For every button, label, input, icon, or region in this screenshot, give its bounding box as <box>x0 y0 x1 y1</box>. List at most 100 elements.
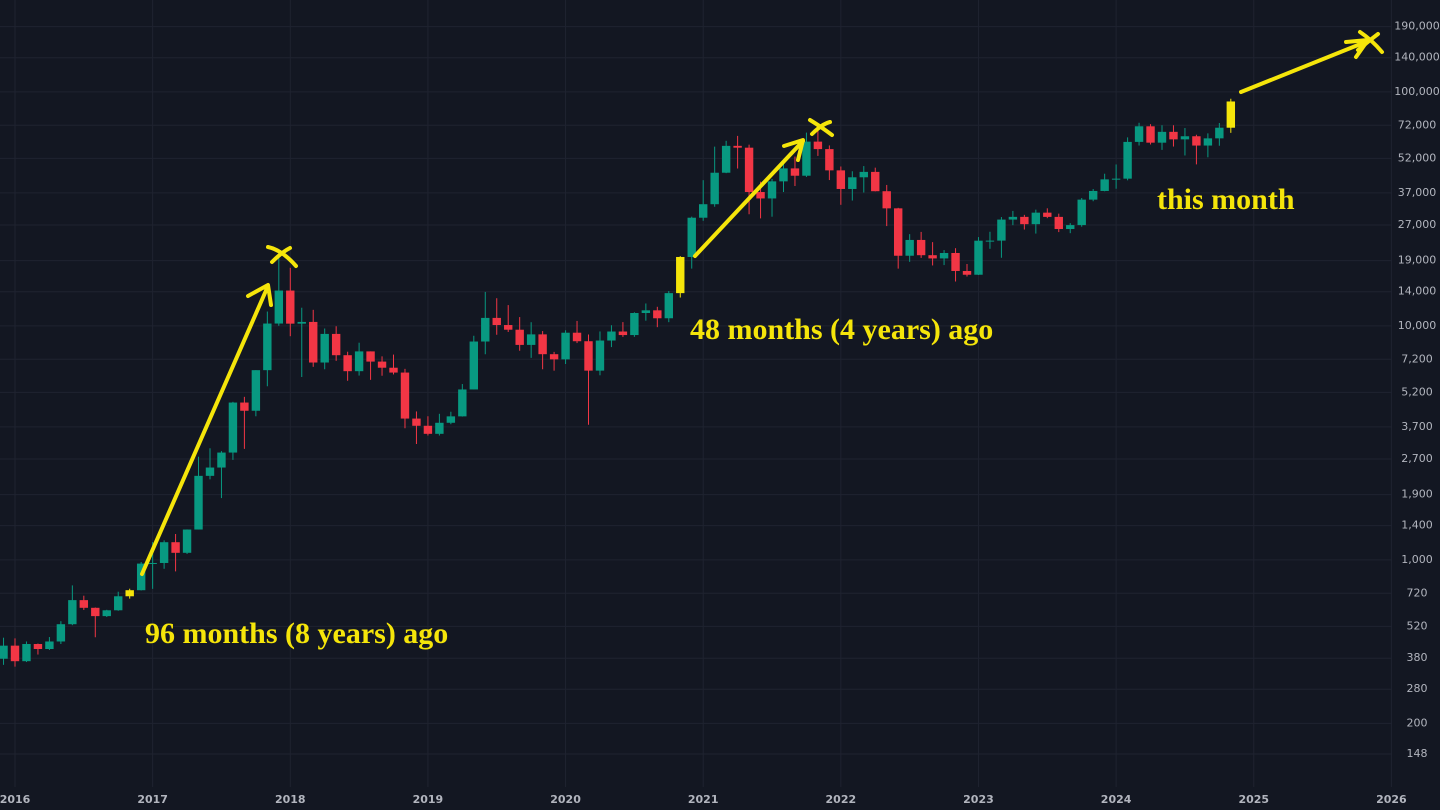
x-tick-label: 2019 <box>413 793 444 806</box>
candle-body <box>366 351 375 362</box>
candle-body <box>710 172 719 205</box>
candle-body <box>733 145 742 148</box>
candle-body <box>309 321 318 363</box>
candle-body <box>962 270 972 275</box>
candle-body <box>412 418 421 426</box>
candle-body <box>584 341 593 371</box>
candle-body <box>45 641 54 650</box>
x-tick-label: 2020 <box>550 793 581 806</box>
candle-body <box>997 219 1006 241</box>
cross-mark <box>266 245 298 268</box>
candle-body <box>274 290 284 324</box>
candle-body <box>469 341 478 390</box>
candle-body <box>148 562 157 564</box>
y-tick-label: 200 <box>1407 716 1428 729</box>
candle-body <box>1077 199 1086 226</box>
candle-body <box>802 141 811 176</box>
y-tick-label: 720 <box>1407 586 1428 599</box>
x-tick-label: 2024 <box>1101 793 1132 806</box>
x-tick-label: 2016 <box>0 793 31 806</box>
candle-body <box>515 329 524 345</box>
candle-body <box>813 141 823 150</box>
y-tick-label: 148 <box>1407 747 1428 760</box>
arrow <box>140 283 273 576</box>
candle-body <box>882 191 891 209</box>
candle-body <box>331 333 341 356</box>
y-tick-label: 140,000 <box>1394 51 1440 64</box>
candle-body <box>630 313 639 336</box>
candle-body <box>825 149 834 171</box>
y-tick-label: 7,200 <box>1401 352 1433 365</box>
candle-body <box>756 192 765 199</box>
y-tick-label: 1,400 <box>1401 519 1433 532</box>
candle-body <box>836 170 846 189</box>
annotation: this month <box>1157 183 1295 216</box>
candle-body <box>767 181 777 199</box>
candle-body <box>653 310 662 319</box>
candle-body <box>446 416 456 423</box>
y-tick-label: 1,000 <box>1401 553 1433 566</box>
candle-body <box>939 252 949 259</box>
y-tick-label: 3,700 <box>1401 420 1433 433</box>
cross-mark <box>808 118 834 137</box>
candle-body <box>1020 216 1029 225</box>
candle-body <box>0 645 8 659</box>
y-tick-label: 27,000 <box>1398 218 1437 231</box>
candle-body <box>114 596 123 611</box>
candle-body <box>561 332 570 360</box>
candle-body <box>251 370 261 411</box>
candle-body <box>1169 131 1178 140</box>
candle-body <box>893 208 903 256</box>
cross-mark <box>1356 30 1384 54</box>
candle-body <box>549 354 559 360</box>
candle-body <box>664 293 673 319</box>
y-tick-label: 14,000 <box>1398 285 1437 298</box>
candle-body <box>1100 179 1109 191</box>
candle-body <box>240 402 249 411</box>
candle-body <box>400 372 410 419</box>
candle-body <box>572 332 582 342</box>
candles <box>0 98 1236 667</box>
candle-body <box>595 340 605 371</box>
y-tick-label: 19,000 <box>1398 254 1437 267</box>
candle-body <box>102 610 111 617</box>
y-tick-label: 280 <box>1407 682 1428 695</box>
candle-body <box>1180 136 1190 140</box>
candle-body <box>136 563 146 591</box>
y-tick-label: 520 <box>1407 619 1428 632</box>
y-tick-label: 1,900 <box>1401 488 1433 501</box>
y-tick-label: 190,000 <box>1394 20 1440 33</box>
grid <box>0 0 1392 787</box>
x-tick-label: 2026 <box>1376 793 1407 806</box>
candle-body <box>171 542 180 553</box>
candle-body <box>779 168 788 182</box>
y-tick-label: 2,700 <box>1401 452 1433 465</box>
y-tick-label: 72,000 <box>1398 118 1437 131</box>
candle-body <box>1043 212 1052 217</box>
candle-body <box>1054 216 1063 230</box>
candle-body <box>1192 136 1201 146</box>
candle-body <box>916 239 926 256</box>
x-tick-label: 2023 <box>963 793 994 806</box>
x-tick-label: 2025 <box>1238 793 1269 806</box>
candle-body <box>182 529 192 553</box>
candle-body <box>1123 141 1132 179</box>
candle-body <box>1146 126 1155 143</box>
candle-body <box>343 355 352 372</box>
y-tick-label: 100,000 <box>1394 85 1440 98</box>
candle-body <box>848 177 857 189</box>
candle-body <box>217 452 226 468</box>
y-tick-label: 37,000 <box>1398 186 1437 199</box>
candle-body <box>263 323 272 371</box>
candle-body <box>91 607 100 617</box>
candle-body <box>607 331 616 341</box>
candle-body <box>641 310 651 314</box>
candle-body <box>951 252 960 271</box>
candle-body <box>504 325 513 330</box>
candle-body <box>721 145 731 173</box>
candle-body <box>228 402 238 453</box>
candle-body <box>435 422 444 434</box>
y-tick-label: 5,200 <box>1401 385 1433 398</box>
candle-body <box>286 290 295 324</box>
